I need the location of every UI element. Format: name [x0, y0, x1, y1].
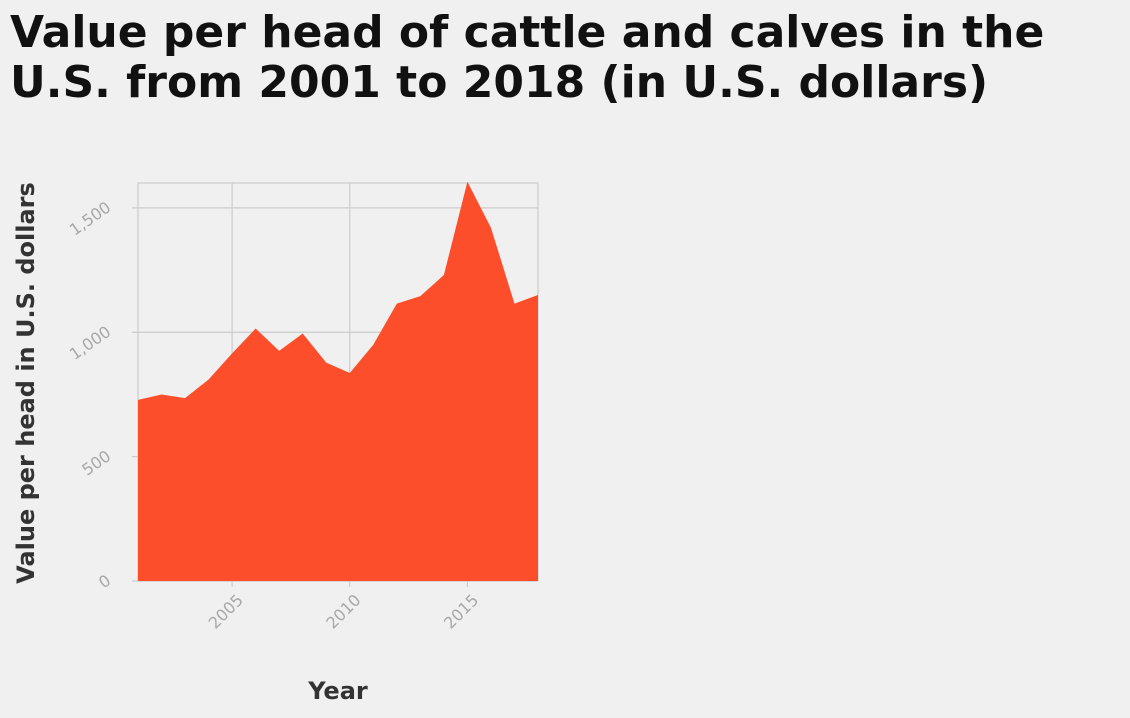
y-tick-label: 1,000 [66, 322, 114, 364]
x-tick-label: 2005 [205, 590, 247, 632]
x-axis-ticks: 2005 2010 2015 [205, 590, 483, 632]
y-tick-label: 0 [95, 571, 114, 592]
chart-title: Value per head of cattle and calves in t… [10, 7, 1045, 108]
area-fill [138, 181, 538, 581]
x-axis-title: Year [307, 677, 368, 705]
x-tick-label: 2015 [440, 590, 482, 632]
area-series [138, 181, 538, 581]
y-tick-label: 500 [78, 446, 114, 479]
y-axis-title: Value per head in U.S. dollars [12, 182, 40, 584]
x-tick-label: 2010 [322, 590, 364, 632]
y-axis-ticks: 0 500 1,000 1,500 [66, 198, 114, 593]
y-tick-label: 1,500 [66, 198, 114, 240]
